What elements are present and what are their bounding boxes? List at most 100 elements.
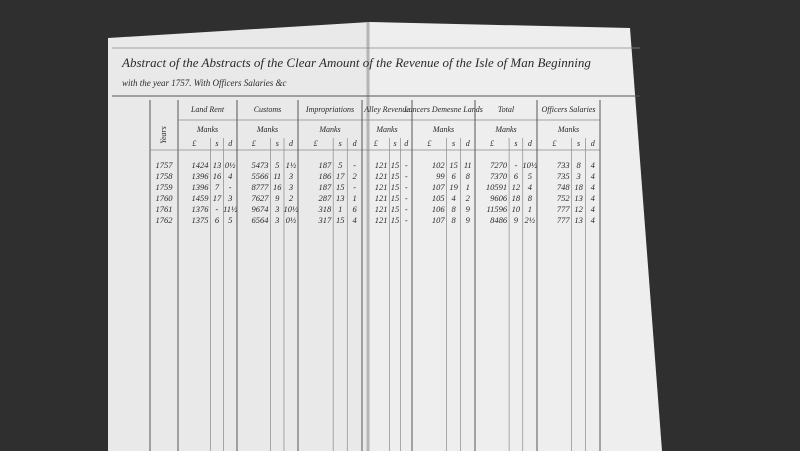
cell: 106 — [432, 204, 446, 214]
year-heading: Years — [159, 126, 168, 144]
cell: 10½ — [284, 204, 300, 214]
currency-label: Manks — [318, 125, 340, 134]
cell: 735 — [557, 171, 570, 181]
cell: 10 — [512, 204, 521, 214]
cell: 15 — [391, 204, 400, 214]
cell: 15 — [449, 160, 458, 170]
cell: 15 — [391, 193, 400, 203]
cell: - — [405, 193, 408, 203]
right-page — [370, 22, 662, 451]
cell: 1½ — [286, 160, 297, 170]
cell: 6 — [451, 171, 456, 181]
cell: 17 — [213, 193, 222, 203]
cell: 13 — [213, 160, 222, 170]
cell: 5 — [228, 215, 232, 225]
currency-label: Manks — [432, 125, 454, 134]
cell: 3 — [274, 215, 279, 225]
cell: 3 — [288, 182, 293, 192]
cell: 10½ — [522, 160, 538, 170]
cell: 1376 — [191, 204, 209, 214]
cell: 4 — [353, 215, 358, 225]
cell: 5 — [275, 160, 279, 170]
cell: 7270 — [490, 160, 508, 170]
currency-label: Manks — [557, 125, 579, 134]
cell: - — [353, 182, 356, 192]
column-heading: Land Rent — [190, 105, 225, 114]
cell: 3 — [288, 171, 293, 181]
unit-label: s — [215, 139, 218, 148]
cell: 105 — [432, 193, 445, 203]
unit-label: d — [289, 139, 294, 148]
cell: 4 — [591, 160, 596, 170]
cell: - — [353, 160, 356, 170]
unit-label: s — [393, 139, 396, 148]
currency-label: Manks — [375, 125, 397, 134]
cell: 317 — [317, 215, 332, 225]
cell: 13 — [336, 193, 345, 203]
cell: 4 — [591, 193, 596, 203]
cell: 8 — [466, 171, 471, 181]
cell: 9 — [275, 193, 280, 203]
cell: 0½ — [225, 160, 236, 170]
unit-label: s — [452, 139, 455, 148]
cell: 121 — [375, 193, 388, 203]
cell: 15 — [336, 215, 345, 225]
column-heading: Alley Revenue — [363, 105, 410, 114]
cell: 5 — [338, 160, 342, 170]
cell: 8486 — [490, 215, 508, 225]
cell: 12 — [512, 182, 521, 192]
cell: 9 — [466, 215, 471, 225]
cell: - — [514, 160, 517, 170]
cell: 1424 — [191, 160, 209, 170]
cell: 7370 — [490, 171, 508, 181]
cell: 4 — [228, 171, 233, 181]
cell: 4 — [591, 182, 596, 192]
unit-label: £ — [427, 139, 431, 148]
cell: 4 — [591, 204, 596, 214]
cell: 4 — [591, 171, 596, 181]
cell: 2 — [289, 193, 294, 203]
cell: 1459 — [191, 193, 209, 203]
unit-label: d — [353, 139, 358, 148]
cell: 3 — [575, 171, 580, 181]
unit-label: s — [514, 139, 517, 148]
cell: 99 — [436, 171, 445, 181]
cell: 9606 — [490, 193, 508, 203]
cell: 15 — [391, 182, 400, 192]
cell: 287 — [318, 193, 332, 203]
unit-label: s — [577, 139, 580, 148]
currency-label: Manks — [494, 125, 516, 134]
cell: 15 — [391, 171, 400, 181]
unit-label: £ — [314, 139, 318, 148]
cell: 733 — [557, 160, 570, 170]
column-heading: Customs — [254, 105, 282, 114]
cell: 1396 — [191, 182, 209, 192]
cell: 17 — [336, 171, 345, 181]
cell: 3 — [274, 204, 279, 214]
cell: 9674 — [252, 204, 270, 214]
year: 1757 — [156, 160, 174, 170]
cell: 6 — [215, 215, 220, 225]
cell: 1 — [353, 193, 357, 203]
cell: 19 — [449, 182, 458, 192]
year: 1761 — [156, 204, 173, 214]
cell: 8 — [451, 204, 456, 214]
cell: 121 — [375, 182, 388, 192]
unit-label: £ — [192, 139, 196, 148]
cell: 2 — [353, 171, 358, 181]
column-heading: Lancers Demesne Lands — [403, 105, 483, 114]
cell: 1375 — [191, 215, 208, 225]
cell: 6564 — [252, 215, 270, 225]
cell: 11 — [464, 160, 472, 170]
year: 1760 — [156, 193, 174, 203]
cell: 18 — [512, 193, 521, 203]
currency-label: Manks — [196, 125, 218, 134]
cell: 3 — [227, 193, 232, 203]
cell: - — [405, 160, 408, 170]
cell: 15 — [391, 215, 400, 225]
unit-label: d — [404, 139, 409, 148]
cell: 2½ — [525, 215, 536, 225]
cell: 11½ — [223, 204, 238, 214]
cell: 186 — [318, 171, 332, 181]
subtitle: with the year 1757. With Officers Salari… — [122, 78, 286, 88]
